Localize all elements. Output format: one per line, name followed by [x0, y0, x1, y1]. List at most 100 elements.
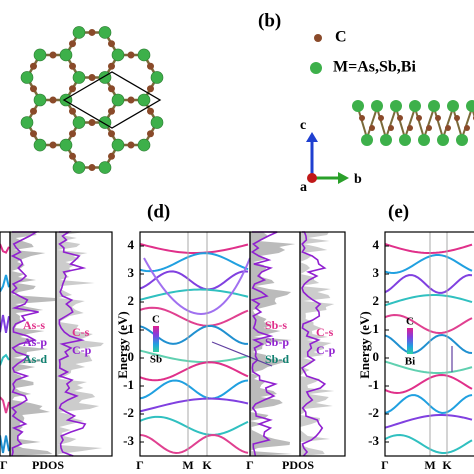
label: C-p — [316, 343, 336, 357]
metal-atom — [137, 138, 151, 152]
y-tick-label: 1 — [128, 321, 135, 336]
carbon-atom — [30, 130, 37, 138]
metal-atom — [111, 48, 125, 62]
y-tick-label: -2 — [368, 405, 379, 420]
bond — [414, 107, 425, 139]
carbon-atom — [147, 85, 154, 93]
carbon-atom — [69, 152, 76, 160]
crystal-structure — [20, 26, 164, 174]
label: PDOS — [282, 458, 314, 472]
metal-atom — [59, 48, 73, 62]
metal-atom — [150, 71, 164, 84]
legend-atom — [314, 34, 322, 42]
band — [139, 288, 249, 301]
carbon-atom — [108, 152, 115, 160]
bond — [452, 107, 463, 139]
metal-atom — [137, 48, 151, 62]
band — [384, 434, 473, 454]
carbon-atom — [359, 115, 365, 121]
metal-atom — [72, 116, 86, 129]
carbon-atom — [127, 141, 135, 149]
bond — [423, 107, 435, 139]
pdos-fill — [10, 232, 55, 456]
band — [139, 252, 249, 273]
carbon-atom — [147, 107, 154, 115]
metal-atom — [72, 71, 86, 84]
bond — [366, 107, 378, 139]
y-tick-label: -1 — [368, 377, 379, 392]
y-tick-label: 2 — [128, 293, 135, 308]
label: K — [202, 458, 212, 472]
metal-atom — [361, 134, 373, 146]
carbon-atom — [435, 115, 441, 121]
band — [0, 435, 10, 454]
carbon-atom — [426, 125, 432, 131]
legend-text: M=As,Sb,Bi — [333, 59, 416, 76]
label: PDOS — [32, 458, 64, 472]
band — [384, 254, 473, 274]
metal-atom — [466, 100, 474, 112]
metal-atom — [33, 93, 47, 107]
y-tick-label: 3 — [128, 265, 135, 280]
metal-atom — [33, 138, 47, 152]
band — [139, 379, 249, 400]
carbon-atom — [378, 115, 384, 121]
carbon-atom — [88, 73, 96, 81]
band — [384, 360, 473, 374]
carbon-atom — [88, 28, 96, 36]
label: As-s — [23, 318, 45, 332]
label: As-p — [23, 335, 47, 349]
metal-atom — [390, 100, 402, 112]
metal-atom — [98, 26, 112, 39]
label: Sb-d — [265, 352, 289, 366]
pdos-line — [250, 231, 278, 457]
metal-atom — [72, 26, 86, 39]
metal-atom — [20, 116, 34, 129]
panel-label: (b) — [258, 10, 281, 31]
metal-atom — [137, 93, 151, 107]
label: Sb-s — [265, 318, 287, 332]
carbon-atom — [49, 51, 57, 59]
label: K — [442, 458, 452, 472]
axis-origin — [307, 173, 317, 183]
carbon-atom — [30, 85, 37, 93]
label: As-d — [23, 352, 47, 366]
carbon-atom — [397, 115, 403, 121]
axis-label: a — [300, 180, 307, 195]
label: Γ — [381, 458, 389, 472]
label: M — [182, 458, 193, 472]
band — [139, 243, 249, 254]
metal-atom — [371, 100, 383, 112]
arrowhead — [338, 172, 349, 184]
bond — [404, 107, 416, 139]
side-view — [352, 100, 474, 146]
legend-atom — [310, 62, 322, 74]
colorbar — [153, 326, 159, 352]
carbon-atom — [30, 107, 37, 115]
frame — [0, 231, 11, 457]
metal-atom — [418, 134, 430, 146]
bond — [385, 107, 397, 139]
carbon-atom — [127, 51, 135, 59]
label: C — [406, 316, 414, 328]
carbon-atom — [69, 85, 76, 93]
band — [384, 274, 473, 294]
label: C-s — [72, 325, 90, 339]
carbon-atom — [454, 115, 460, 121]
carbon-atom — [108, 62, 115, 70]
y-tick-label: -3 — [123, 433, 134, 448]
metal-atom — [150, 116, 164, 129]
band — [139, 361, 249, 382]
band — [384, 414, 473, 429]
colorbar — [407, 328, 413, 354]
metal-atom — [428, 100, 440, 112]
metal-atom — [437, 134, 449, 146]
carbon-atom — [445, 125, 451, 131]
band — [0, 396, 10, 414]
y-tick-label: -1 — [123, 377, 134, 392]
band — [384, 394, 473, 414]
carbon-atom — [49, 141, 57, 149]
carbon-atom — [108, 40, 115, 48]
band — [139, 434, 249, 454]
band — [139, 349, 249, 364]
